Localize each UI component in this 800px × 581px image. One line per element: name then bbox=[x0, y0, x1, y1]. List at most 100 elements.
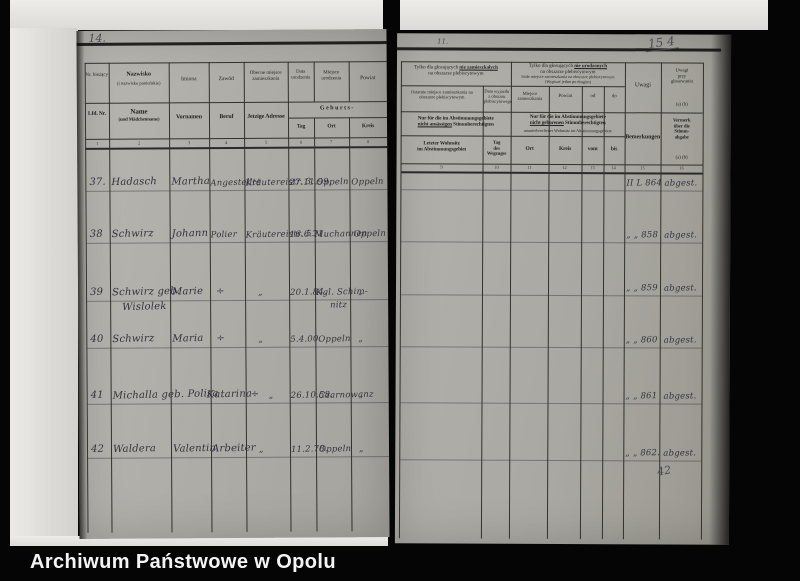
entry-vote: abgest. bbox=[663, 448, 697, 459]
entry-kreis: Oppeln bbox=[353, 228, 387, 240]
group2-note-de: ununterbrochener Wohnsitz im Abstimmungs… bbox=[523, 127, 612, 134]
group1-sub1-de: Letzter Wohnsitz im Abstimmungsgebiet bbox=[404, 140, 480, 153]
col-header-powiat: Powiat bbox=[360, 75, 376, 82]
col-number: 3 bbox=[187, 140, 191, 146]
col-number: 10 bbox=[494, 164, 499, 170]
entry-adresse: „ bbox=[258, 334, 264, 345]
entry-vorname: Johann bbox=[171, 227, 209, 240]
entry-vote: abgest. bbox=[664, 178, 698, 189]
col-header-ort: Ort bbox=[327, 123, 336, 130]
pencil-note: 42 bbox=[656, 463, 673, 479]
entry-bemerkung: „ „ 861 bbox=[625, 391, 658, 402]
entry-geb-ort: Oppeln bbox=[318, 444, 352, 455]
page-edge-shadow bbox=[708, 34, 732, 545]
col-number: 4 bbox=[224, 140, 228, 146]
col-number: 14 bbox=[611, 165, 616, 171]
entry-nr: 41 bbox=[90, 389, 104, 401]
group2-title-de: Nur für die im Abstimmungsgebiete nicht … bbox=[513, 114, 623, 127]
grid-line bbox=[400, 135, 625, 138]
vote-header-de-l4: abgabe bbox=[674, 135, 689, 141]
col-header-imiona: Imiona bbox=[180, 76, 197, 83]
entry-vote: abgest. bbox=[663, 283, 697, 294]
col-number: 2 bbox=[137, 140, 141, 146]
vote-header-de-l1: Vermerk bbox=[672, 118, 691, 124]
group2-title-de-part: Stimmberechtigten bbox=[565, 119, 606, 127]
entry-nr: 39 bbox=[89, 286, 104, 298]
vote-header-de-l2: über die bbox=[673, 123, 690, 130]
archive-caption: Archiwum Państwowe w Opolu bbox=[30, 551, 336, 573]
grid-line bbox=[546, 85, 550, 539]
entry-vorname: Maria bbox=[172, 332, 204, 345]
col-number: 7 bbox=[329, 139, 333, 145]
register-page-right: 11. 15 4 Tylko dla głosujących nie zamie… bbox=[394, 33, 732, 545]
page-number-note: 14. bbox=[88, 31, 107, 45]
entry-geb-ort: Oppeln bbox=[318, 334, 351, 345]
grid-line bbox=[601, 86, 605, 540]
col-number: 16 bbox=[679, 165, 684, 171]
entry-adresse: „ bbox=[258, 444, 264, 455]
row-line bbox=[86, 346, 389, 349]
backdrop-strip-left bbox=[10, 28, 78, 546]
row-line bbox=[400, 241, 703, 244]
group1-title-pl-part: Tylko dla głosujących bbox=[414, 65, 459, 71]
row-line bbox=[87, 456, 390, 459]
col-number: 15 bbox=[640, 165, 645, 171]
entry-name: Schwirz geb. bbox=[111, 285, 181, 299]
entry-geb-ort-line2: nitz bbox=[330, 300, 348, 311]
grid-line bbox=[85, 137, 388, 140]
grid-line bbox=[700, 62, 704, 540]
entry-name: Schwirz bbox=[111, 228, 154, 241]
col-header-tag: Tag bbox=[296, 123, 306, 130]
col-header-adresse-de: Jetzige Adresse bbox=[247, 113, 285, 120]
group2-note-pl: Stałe miejsce zamieszkania na obszarze p… bbox=[513, 74, 623, 85]
col-number: 11 bbox=[527, 164, 532, 170]
entry-vote: abgest. bbox=[664, 230, 698, 241]
col-header-nr-pl: Nr. bieżący bbox=[85, 72, 109, 78]
col-header-kreis2: Kreis bbox=[558, 145, 572, 153]
grid-line bbox=[85, 146, 388, 150]
backdrop-strip-bottom bbox=[10, 536, 388, 546]
group1-title-de: Nur für die im Abstimmungsgebiete nicht … bbox=[403, 115, 509, 128]
col-number: 13 bbox=[590, 165, 595, 171]
col-number: 12 bbox=[562, 164, 567, 171]
col-header-nr-de: Lfd. Nr. bbox=[88, 110, 106, 117]
col-header-geburts: Geburts- bbox=[319, 105, 355, 112]
entry-beruf: ÷ bbox=[215, 285, 225, 298]
grid-line bbox=[579, 86, 583, 540]
entry-beruf: ÷ bbox=[216, 332, 226, 345]
col-header-vornamen: Vornamen bbox=[175, 114, 202, 121]
register-page-left: 14. Nr. bieżący Nazwisko (i nazwisko pan… bbox=[76, 29, 390, 539]
col-header-bis: bis bbox=[610, 146, 618, 153]
entry-vorname: Valentin bbox=[172, 442, 217, 455]
entry-bemerkung: „ „ 858 bbox=[626, 230, 659, 241]
entry-geb-ort: Oppeln bbox=[316, 177, 349, 188]
col-header-zawod: Zawód bbox=[218, 75, 234, 83]
entry-kreis: „ bbox=[358, 444, 364, 455]
col-number: 5 bbox=[264, 139, 268, 145]
row-line bbox=[399, 459, 702, 462]
group2-title-de-emph: nicht geborenen bbox=[529, 119, 564, 126]
col-header-beruf: Beruf bbox=[219, 113, 234, 121]
group1-title-de-emph: nicht ansässigen bbox=[417, 121, 452, 128]
group1-sub2-pl: Data wyjazdu z obszaru plebiscytowego bbox=[483, 88, 513, 105]
col-header-kreis: Kreis bbox=[361, 123, 375, 130]
entry-beruf: Arbeiter bbox=[211, 442, 256, 455]
vote-header-de-l3: Stimm- bbox=[674, 129, 689, 135]
entry-kreis: „ bbox=[358, 390, 364, 401]
entry-name-line2: Wislolek bbox=[122, 301, 167, 314]
col-number: 9 bbox=[440, 164, 443, 170]
col-header-data-urodzenia: Data urodzenia bbox=[291, 69, 311, 81]
col-header-adres-pl: Obecne miejsce zamieszkania bbox=[249, 70, 282, 82]
vote-header-pl-l3: głosowaniu bbox=[670, 79, 693, 85]
entry-kreis: Oppeln bbox=[351, 176, 384, 188]
group1-title-pl-emph: nie zamieszkałych bbox=[459, 65, 498, 71]
grid-line bbox=[400, 85, 625, 88]
row-line bbox=[86, 402, 389, 405]
page-top-edge bbox=[76, 41, 387, 46]
row-line bbox=[399, 346, 702, 349]
row-line bbox=[399, 402, 702, 405]
row-line bbox=[400, 189, 703, 192]
entry-vote: abgest. bbox=[663, 335, 697, 346]
entry-bemerkung: „ „ 860 bbox=[625, 335, 658, 346]
